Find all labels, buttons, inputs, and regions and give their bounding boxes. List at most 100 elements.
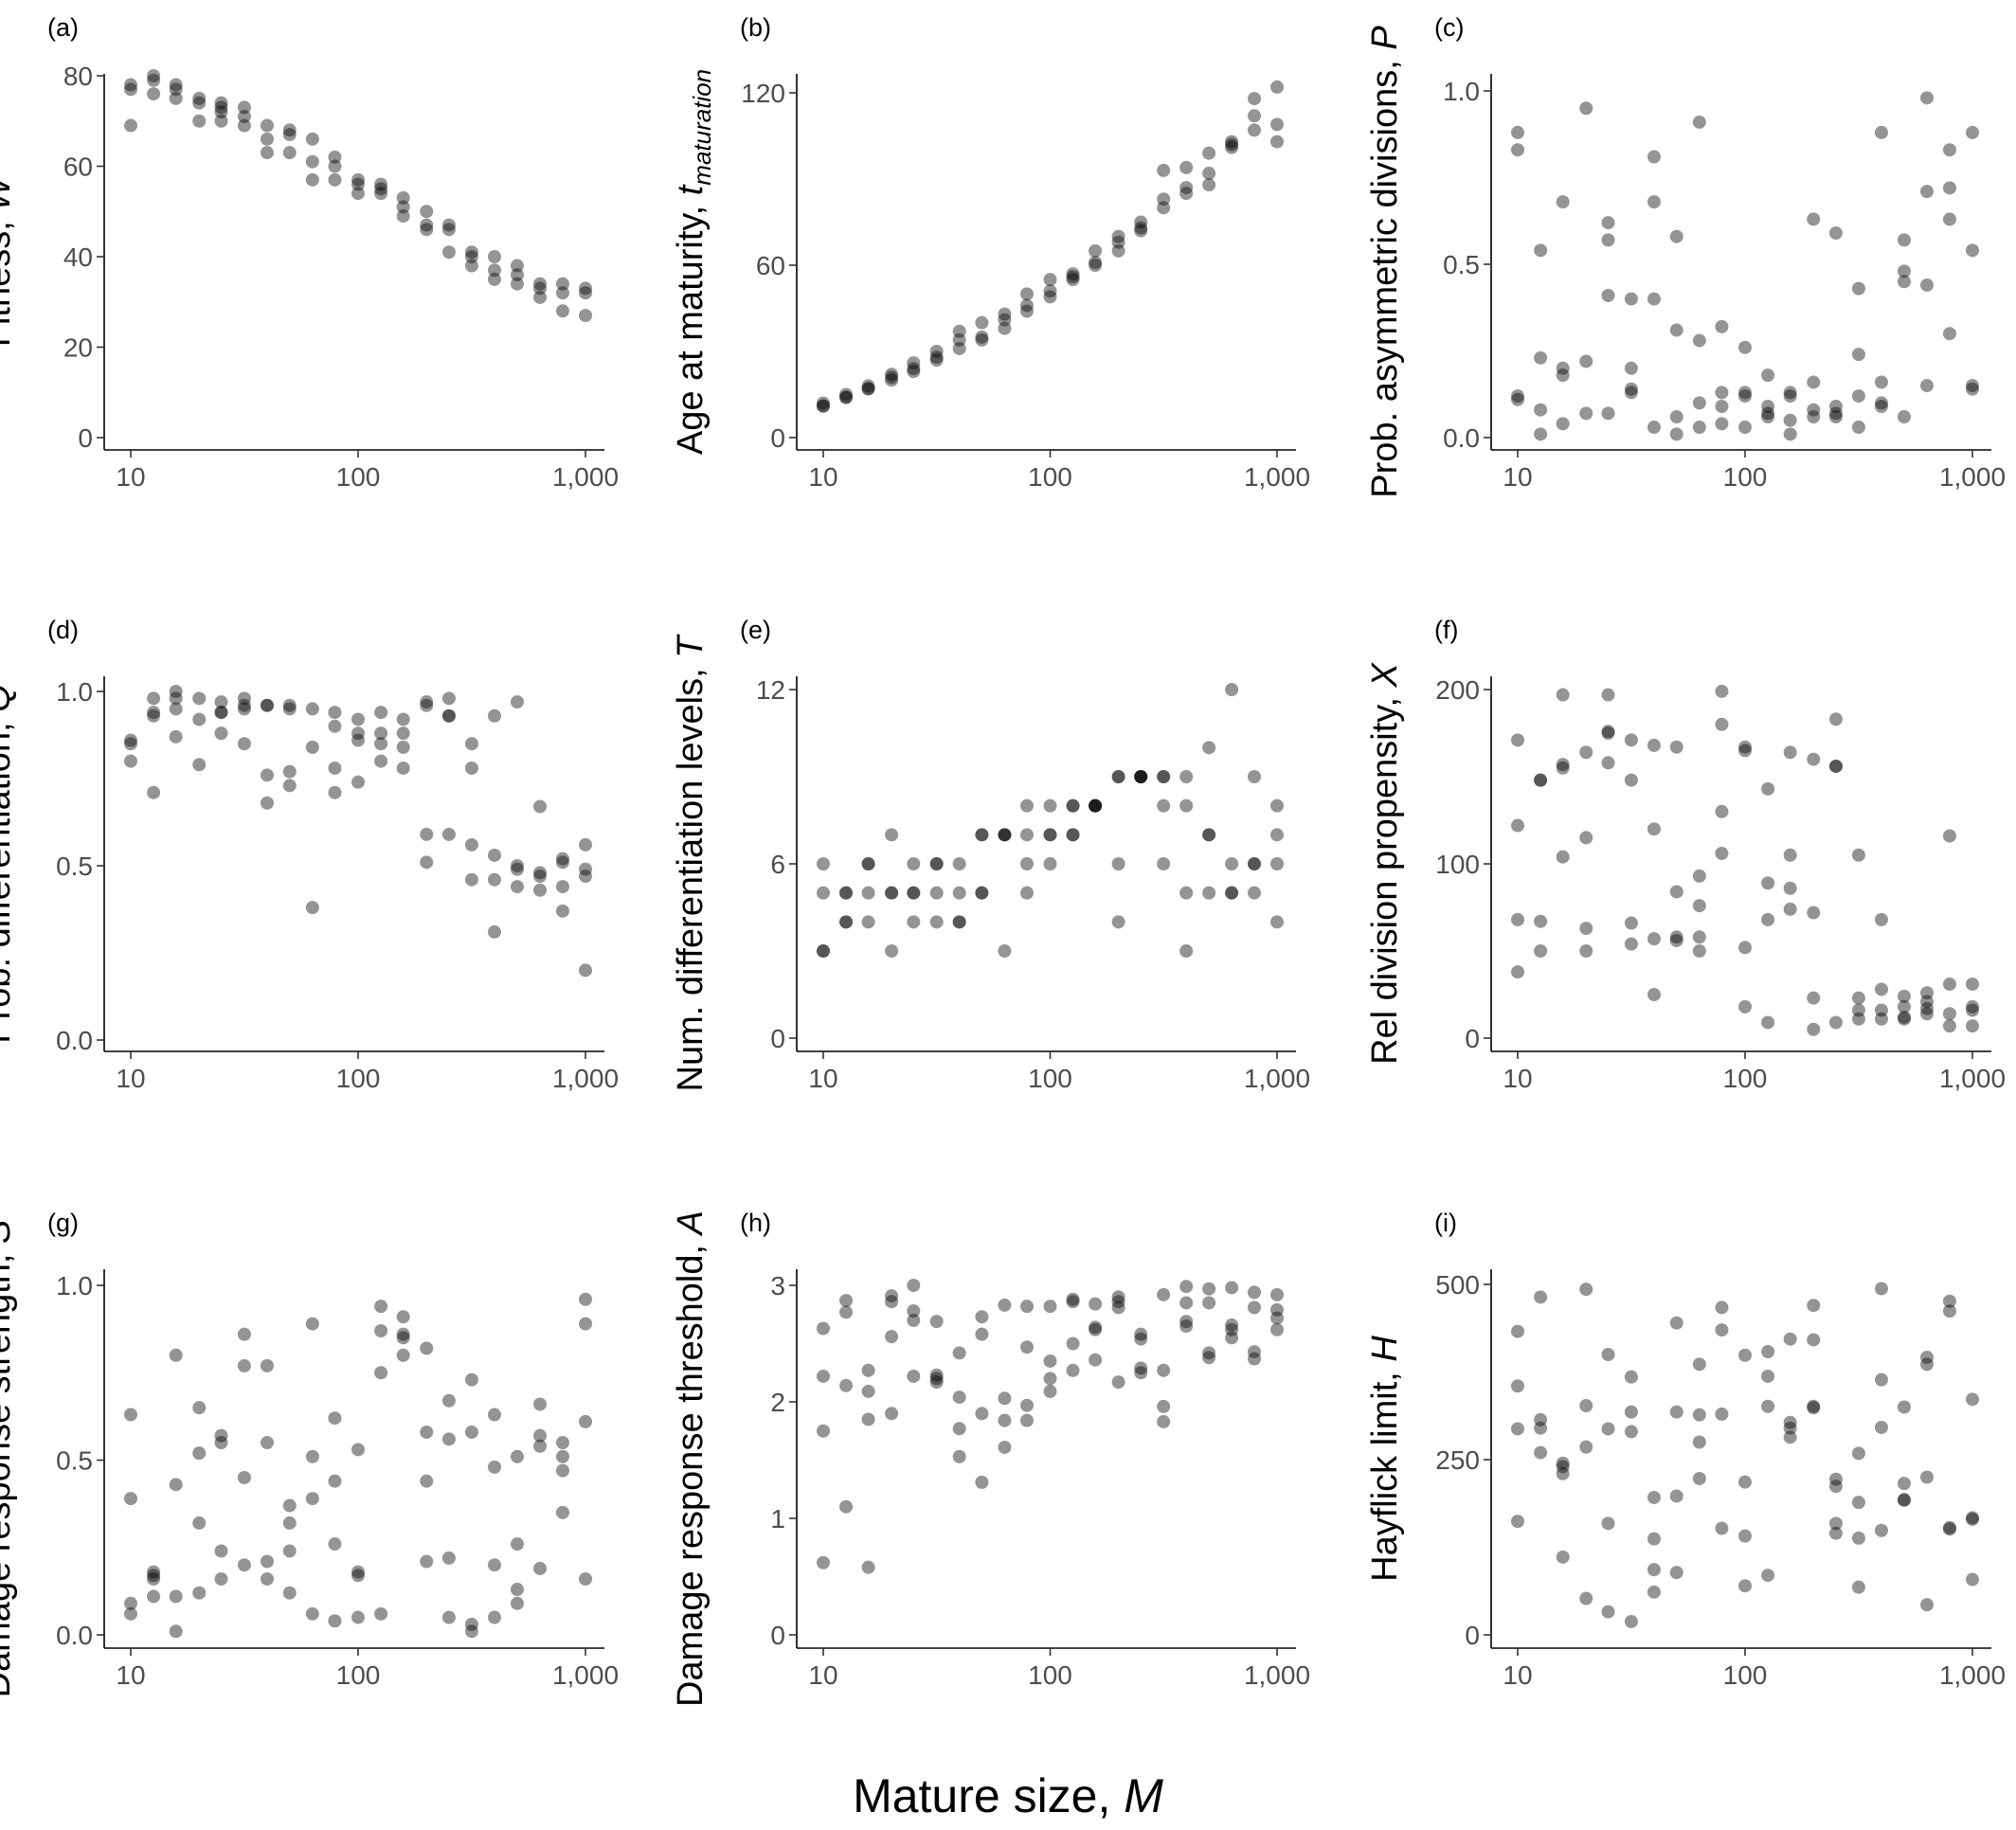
data-point xyxy=(1089,243,1103,258)
data-point xyxy=(328,719,342,733)
data-point xyxy=(817,857,830,870)
data-point xyxy=(441,245,456,260)
data-point xyxy=(1248,1345,1262,1359)
data-point xyxy=(396,727,410,741)
data-point xyxy=(1089,798,1103,813)
data-point xyxy=(1089,1320,1103,1335)
data-point xyxy=(1624,386,1638,400)
data-point xyxy=(1601,727,1615,740)
data-point xyxy=(214,114,228,128)
data-point xyxy=(1202,1282,1216,1296)
y-axis-label: Damage response strength, S xyxy=(0,1220,18,1698)
data-point xyxy=(929,886,944,900)
data-point xyxy=(260,1436,274,1450)
data-point xyxy=(817,1424,830,1438)
data-point xyxy=(351,733,365,747)
data-point xyxy=(1669,740,1683,754)
y-tick-label: 120 xyxy=(741,79,785,108)
data-point xyxy=(885,1407,899,1421)
data-point xyxy=(533,870,548,884)
data-point xyxy=(1089,1297,1103,1311)
data-point xyxy=(1851,1531,1865,1545)
data-point xyxy=(861,1363,875,1377)
data-point xyxy=(1157,798,1171,813)
y-tick-label: 60 xyxy=(63,152,93,182)
data-point xyxy=(1669,410,1683,424)
data-point xyxy=(1601,406,1615,421)
data-point xyxy=(374,737,388,751)
data-point xyxy=(487,250,501,263)
data-point xyxy=(929,1315,944,1329)
data-point xyxy=(1089,798,1103,813)
data-point xyxy=(1179,1280,1194,1294)
data-point xyxy=(351,1569,365,1583)
data-point xyxy=(510,1449,524,1463)
data-point xyxy=(817,399,830,413)
data-point xyxy=(952,886,966,900)
data-point xyxy=(817,1555,830,1570)
data-point xyxy=(1874,375,1888,389)
y-axis-label: Prob. asymmetric divisions, P xyxy=(1365,26,1405,498)
data-point xyxy=(374,177,388,191)
data-point xyxy=(907,356,921,370)
data-point xyxy=(214,695,228,709)
y-axis-label-part: Rel division propensity, xyxy=(1365,687,1405,1064)
data-point xyxy=(328,1474,342,1488)
data-point xyxy=(1669,323,1683,337)
x-tick-label: 1,000 xyxy=(552,1064,619,1093)
data-point xyxy=(1874,400,1888,414)
data-point xyxy=(1761,400,1775,414)
data-point xyxy=(861,382,875,396)
x-tick-label: 1,000 xyxy=(552,462,619,492)
data-point xyxy=(1601,688,1615,702)
data-point xyxy=(555,855,569,870)
data-point xyxy=(1715,386,1729,400)
data-point xyxy=(861,886,875,900)
data-point xyxy=(510,268,524,282)
x-tick-label: 10 xyxy=(808,1660,837,1690)
data-point xyxy=(1783,389,1797,404)
data-point xyxy=(1134,1366,1148,1380)
data-point xyxy=(1715,417,1729,431)
x-tick-label: 10 xyxy=(1503,462,1532,492)
data-point xyxy=(1511,1422,1524,1436)
data-point xyxy=(1920,1598,1935,1612)
data-point xyxy=(1019,1340,1034,1355)
data-point xyxy=(396,712,410,727)
data-point xyxy=(1225,683,1239,696)
y-tick-label: 60 xyxy=(756,251,785,280)
data-point xyxy=(1761,406,1775,421)
data-point xyxy=(579,870,592,884)
data-point xyxy=(839,886,854,900)
data-point xyxy=(1966,1572,1979,1587)
data-point xyxy=(1851,1496,1865,1510)
data-point xyxy=(441,1551,456,1565)
data-point xyxy=(1579,1440,1593,1454)
data-point xyxy=(1647,292,1661,306)
data-point xyxy=(952,1449,966,1463)
data-point xyxy=(420,1554,434,1569)
data-point xyxy=(147,785,161,799)
data-point xyxy=(1511,125,1524,139)
data-point xyxy=(441,218,456,232)
data-point xyxy=(192,1446,207,1461)
data-point xyxy=(579,281,592,296)
data-point xyxy=(1111,1375,1125,1390)
data-point xyxy=(1157,192,1171,206)
data-point xyxy=(1807,403,1821,417)
y-tick-label: 0.5 xyxy=(56,852,93,881)
data-point xyxy=(441,709,456,723)
x-tick-label: 10 xyxy=(808,462,837,492)
data-point xyxy=(420,1341,434,1355)
data-point xyxy=(124,1492,137,1506)
data-point xyxy=(1511,1324,1524,1338)
panel-label: (c) xyxy=(1434,13,1464,42)
data-point xyxy=(1761,410,1775,424)
data-point xyxy=(1134,224,1148,238)
data-point xyxy=(1851,1580,1865,1594)
data-point xyxy=(1897,1010,1911,1024)
data-point xyxy=(1647,421,1661,435)
data-point xyxy=(1179,798,1194,813)
y-axis-label-part: A xyxy=(671,1211,711,1236)
data-point xyxy=(328,706,342,720)
